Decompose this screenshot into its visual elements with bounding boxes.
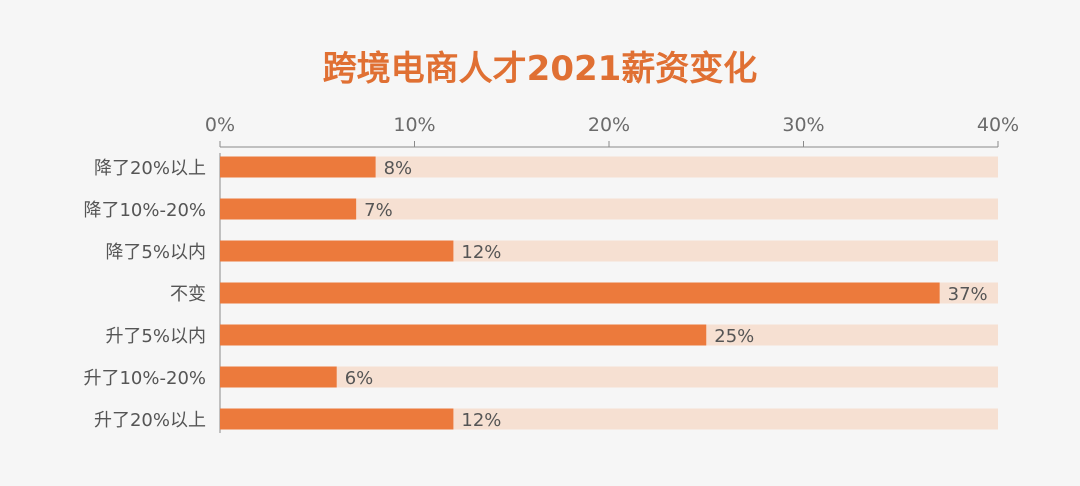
bar-track: [220, 156, 998, 178]
category-label: 升了20%以上: [94, 410, 206, 431]
category-label: 升了10%-20%: [83, 368, 206, 389]
category-label: 降了10%-20%: [83, 200, 206, 221]
chart-title: 跨境电商人才2021薪资变化: [323, 49, 758, 89]
bar: [220, 240, 454, 262]
bar: [220, 408, 454, 430]
x-axis: 0% 10% 20% 30% 40%: [205, 114, 1019, 148]
x-tick-label: 40%: [977, 114, 1019, 136]
bar: [220, 282, 940, 304]
x-tick-label: 20%: [588, 114, 630, 136]
x-tick-label: 30%: [782, 114, 824, 136]
category-label: 升了5%以内: [105, 326, 206, 347]
bar: [220, 324, 707, 346]
x-tick-label: 0%: [205, 114, 235, 136]
value-label: 6%: [345, 368, 374, 389]
value-label: 12%: [461, 242, 501, 263]
value-label: 7%: [364, 200, 393, 221]
category-label: 不变: [170, 284, 206, 305]
category-label: 降了5%以内: [105, 242, 206, 263]
bar: [220, 198, 357, 220]
bar: [220, 366, 337, 388]
category-label: 降了20%以上: [94, 158, 206, 179]
value-label: 8%: [384, 158, 413, 179]
bar: [220, 156, 376, 178]
value-label: 37%: [948, 284, 988, 305]
bar-group: 降了20%以上 8% 降了10%-20% 7% 降了5%以内 12% 不变 37% 升了5%以内…: [83, 153, 998, 433]
x-tick-label: 10%: [393, 114, 435, 136]
bar-track: [220, 366, 998, 388]
bar-track: [220, 198, 998, 220]
value-label: 25%: [714, 326, 754, 347]
value-label: 12%: [461, 410, 501, 431]
